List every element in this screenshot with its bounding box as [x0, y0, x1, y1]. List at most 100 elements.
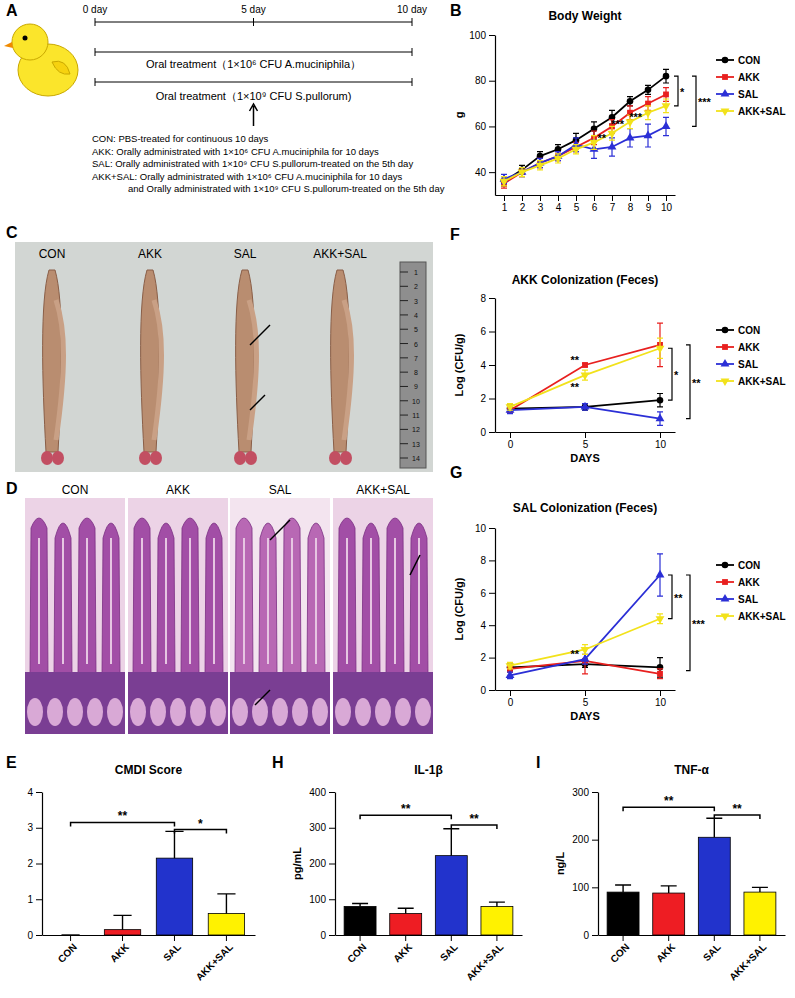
panel-letter: H	[272, 754, 284, 771]
tick: 2	[27, 858, 42, 869]
tick: 6	[480, 326, 495, 337]
tick-mark	[226, 935, 227, 941]
tick: 40	[475, 167, 495, 178]
tick-label: 0	[508, 439, 514, 450]
tick-mark	[489, 365, 495, 366]
y-axis: 0 100 200 300 400	[309, 787, 335, 941]
tick-mark	[558, 195, 559, 201]
tick-label: 300	[309, 822, 326, 833]
panel-letter: B	[450, 2, 462, 19]
tick-label: 8	[480, 555, 486, 566]
tick: 200	[309, 858, 335, 869]
tick: 300	[572, 787, 598, 798]
timeline-label: 5 day	[241, 4, 265, 15]
tick: 5	[583, 432, 589, 450]
significance-label: ***	[698, 96, 712, 108]
ruler	[400, 262, 426, 468]
tick-mark	[592, 792, 598, 793]
tick: 0	[320, 930, 335, 941]
y-axis: 02468	[480, 293, 495, 438]
tick-mark	[36, 828, 42, 829]
tick-label: 400	[309, 787, 326, 798]
error-bar	[627, 97, 633, 106]
data-point	[644, 110, 653, 118]
tick: 9	[646, 195, 652, 213]
ruler-tick	[400, 443, 408, 444]
tick-mark	[360, 935, 361, 941]
group-label: AKK+SAL	[313, 247, 367, 261]
tick: CON	[345, 935, 369, 965]
error-bar	[645, 85, 651, 94]
tick-mark	[612, 195, 613, 201]
group-label: AKK+SAL	[356, 483, 410, 497]
data-point	[645, 87, 652, 94]
ruler-label: 2	[414, 283, 418, 290]
bar	[653, 893, 685, 935]
y-axis-title: Log (CFU/g)	[453, 577, 465, 640]
tick-mark	[329, 935, 335, 936]
tick: 8	[628, 195, 634, 213]
tick-label: AKK+SAL	[194, 941, 235, 982]
tick-label: 10	[655, 697, 667, 708]
legend-label: SAL	[738, 359, 758, 370]
tick: 10	[475, 523, 495, 534]
ruler-label: 7	[414, 355, 418, 362]
legend-marker	[721, 359, 730, 367]
chart-title: SAL Colonization (Feces)	[513, 501, 657, 515]
group-label: CON	[39, 247, 66, 261]
axis-line	[336, 935, 523, 936]
ruler-tick	[400, 300, 408, 301]
bar	[481, 906, 513, 935]
lesion-arrow	[410, 555, 420, 575]
tick: 1	[502, 195, 508, 213]
y-axis-title: ng/L	[554, 852, 566, 875]
bar-chart: TNF-αCONAKKSALAKK+SAL0100200300ng/L****	[554, 763, 786, 983]
data-point	[582, 362, 588, 368]
ruler-tick	[400, 386, 408, 387]
x-axis: CONAKKSALAKK+SAL	[336, 935, 523, 983]
legend-label: SAL	[738, 594, 758, 605]
y-axis: 0 2 4 6 8 10	[475, 523, 496, 696]
tick: 2	[480, 652, 495, 663]
figure: ABCDEFGHI0 day5 day10 dayOral treatment（…	[0, 0, 795, 998]
tick-label: AKK+SAL	[464, 941, 505, 982]
tick: 10	[655, 432, 667, 450]
bar	[104, 930, 140, 935]
timeline-tick	[95, 18, 96, 26]
histology-section	[230, 498, 330, 734]
tick-label: 7	[610, 202, 616, 213]
tick: 4	[480, 620, 495, 631]
tick-label: 0	[508, 697, 514, 708]
data-point	[627, 98, 634, 105]
treatment-label: Oral treatment（1×10⁶ CFU A.muciniphila）	[146, 58, 361, 70]
error-bar	[657, 393, 663, 406]
tick-mark	[489, 690, 495, 691]
tick-label: 4	[480, 620, 486, 631]
tick-label: 2	[27, 858, 33, 869]
tick-mark	[174, 935, 175, 941]
tick-mark	[36, 935, 42, 936]
tick: 100	[572, 882, 598, 893]
panel-letter: E	[6, 754, 17, 771]
tick: 0	[480, 427, 495, 438]
tick-label: 300	[572, 787, 589, 798]
chart-title: Body Weight	[548, 9, 621, 23]
tick-label: 4	[556, 202, 562, 213]
tick-label: 10	[655, 439, 667, 450]
series	[506, 614, 665, 671]
ruler-label: 10	[412, 398, 420, 405]
tick-label: 100	[309, 894, 326, 905]
data-point	[663, 73, 670, 80]
ruler-label: 6	[414, 341, 418, 348]
y-axis: 406080100	[469, 30, 495, 196]
tick-label: 6	[480, 588, 486, 599]
histology-section	[25, 498, 125, 734]
data-point	[656, 570, 665, 578]
intestine	[41, 270, 64, 465]
tick-mark	[489, 658, 495, 659]
data-point	[506, 670, 515, 678]
tick: AKK+SAL	[194, 935, 235, 983]
tick-mark	[540, 195, 541, 201]
error-bar	[61, 934, 79, 935]
tick-label: 0	[480, 685, 486, 696]
